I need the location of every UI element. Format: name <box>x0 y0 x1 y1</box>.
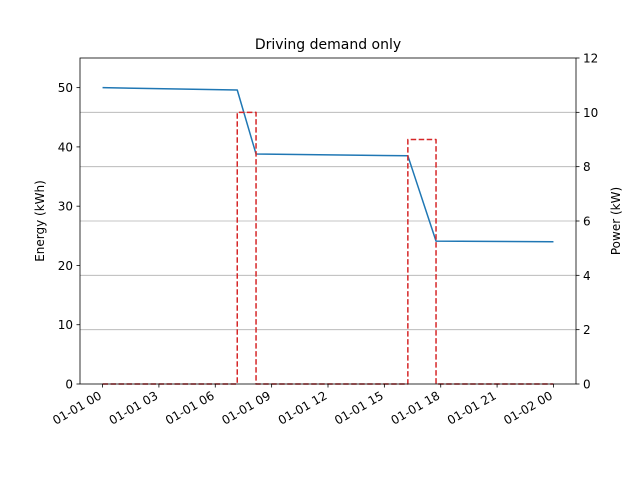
right-tick-label: 2 <box>583 323 591 337</box>
left-tick-label: 40 <box>58 140 73 154</box>
series-layer <box>102 86 554 385</box>
energy-series-line <box>102 86 554 243</box>
right-tick-label: 6 <box>583 215 591 229</box>
left-tick-label: 30 <box>58 200 73 214</box>
x-tick-label: 01-01 03 <box>107 388 161 427</box>
right-axis-label: Power (kW) <box>609 187 623 255</box>
right-tick-label: 12 <box>583 52 598 66</box>
left-tick-label: 50 <box>58 81 73 95</box>
right-tick-label: 10 <box>583 106 598 120</box>
x-tick-label: 01-02 00 <box>501 388 555 427</box>
grid-layer <box>80 111 576 331</box>
chart-title: Driving demand only <box>255 37 401 53</box>
left-tick-label: 10 <box>58 318 73 332</box>
x-tick-label: 01-01 00 <box>50 388 104 427</box>
x-tick-label: 01-01 21 <box>445 388 499 427</box>
x-tick-label: 01-01 18 <box>389 388 443 427</box>
left-tick-label: 0 <box>65 378 73 392</box>
x-tick-label: 01-01 15 <box>332 388 386 427</box>
x-tick-label: 01-01 09 <box>219 388 273 427</box>
x-tick-label: 01-01 12 <box>276 388 330 427</box>
left-tick-label: 20 <box>58 259 73 273</box>
right-tick-label: 4 <box>583 269 591 283</box>
x-tick-label: 01-01 06 <box>163 388 217 427</box>
power-series-line <box>102 111 554 385</box>
right-tick-label: 8 <box>583 160 591 174</box>
right-tick-label: 0 <box>583 378 591 392</box>
left-axis-label: Energy (kWh) <box>33 180 47 262</box>
